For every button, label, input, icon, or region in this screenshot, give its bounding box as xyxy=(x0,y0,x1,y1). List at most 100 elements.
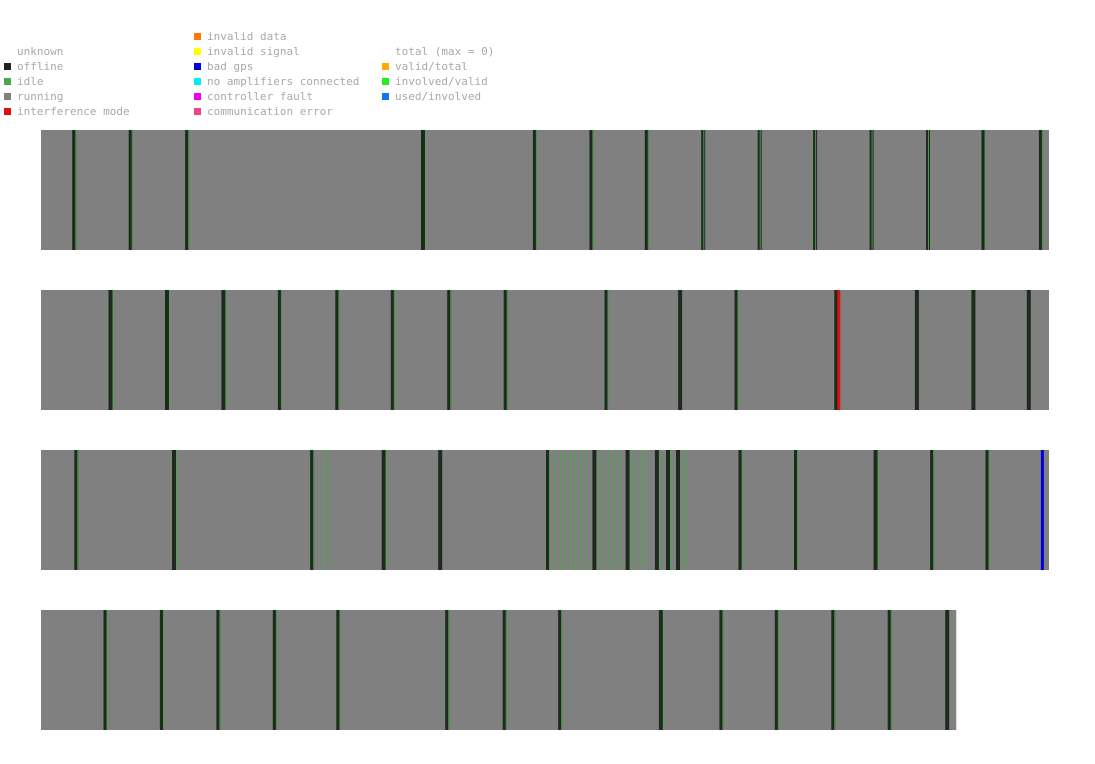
idle-mark xyxy=(645,450,647,570)
offline-mark xyxy=(172,450,176,570)
idle-mark xyxy=(741,450,743,570)
offline-mark xyxy=(502,610,507,730)
legend-item-ratios-1: valid/total xyxy=(382,59,468,74)
idle-mark xyxy=(176,450,178,570)
idle-mark xyxy=(549,450,550,570)
legend-item-faults-1: invalid signal xyxy=(194,44,300,59)
offline-mark xyxy=(185,130,190,250)
offline-mark xyxy=(738,450,743,570)
idle-mark xyxy=(988,450,990,570)
offline-mark xyxy=(335,290,340,410)
legend-swatch xyxy=(194,48,201,55)
idle-mark xyxy=(603,450,605,570)
offline-mark xyxy=(159,610,164,730)
offline-mark xyxy=(310,450,315,570)
offline-mark xyxy=(503,290,508,410)
idle-mark xyxy=(580,450,582,570)
idle-mark xyxy=(586,450,588,570)
legend-label: used/involved xyxy=(395,90,482,103)
strip-background xyxy=(41,610,957,730)
idle-mark xyxy=(188,130,190,250)
idle-mark xyxy=(163,610,164,730)
offline-mark xyxy=(221,290,226,410)
idle-mark xyxy=(225,290,227,410)
idle-mark xyxy=(505,610,507,730)
idle-mark xyxy=(219,610,221,730)
idle-mark xyxy=(777,610,779,730)
idle-mark xyxy=(393,290,395,410)
legend-item-faults-3: no amplifiers connected xyxy=(194,74,359,89)
idle-mark xyxy=(329,450,331,570)
idle-mark xyxy=(75,130,77,250)
idle-mark xyxy=(560,450,562,570)
strip-row-0 xyxy=(41,130,1049,250)
legend-swatch xyxy=(4,93,11,100)
idle-mark xyxy=(890,610,892,730)
legend-item-faults-2: bad gps xyxy=(194,59,253,74)
idle-mark xyxy=(131,130,133,250)
offline-mark xyxy=(381,450,386,570)
idle-mark xyxy=(280,290,282,410)
idle-mark xyxy=(570,450,572,570)
offline-mark xyxy=(447,290,452,410)
idle-mark xyxy=(607,290,609,410)
idle-mark xyxy=(647,130,649,250)
legend-swatch xyxy=(4,78,11,85)
legend-swatch xyxy=(194,78,201,85)
offline-mark xyxy=(592,450,597,570)
idle-mark xyxy=(630,450,632,570)
legend-label: unknown xyxy=(17,45,64,58)
offline-mark xyxy=(774,610,779,730)
idle-mark xyxy=(77,450,79,570)
legend-label: total (max = 0) xyxy=(395,45,495,58)
offline-mark xyxy=(831,610,836,730)
offline-mark xyxy=(277,290,282,410)
offline-mark xyxy=(734,290,739,410)
offline-mark xyxy=(532,130,537,250)
idle-mark xyxy=(106,610,108,730)
idle-mark xyxy=(759,130,761,250)
idle-mark xyxy=(425,130,426,250)
legend-item-ratios-2: involved/valid xyxy=(382,74,488,89)
offline-mark xyxy=(945,610,950,730)
idle-mark xyxy=(555,450,557,570)
offline-mark xyxy=(272,610,277,730)
idle-mark xyxy=(703,130,705,250)
offline-mark xyxy=(625,450,630,570)
idle-mark xyxy=(598,450,600,570)
offline-mark xyxy=(72,130,77,250)
idle-mark xyxy=(561,610,563,730)
legend-label: no amplifiers connected xyxy=(207,75,360,88)
strip-row-2 xyxy=(41,450,1049,570)
offline-mark xyxy=(103,610,108,730)
offline-mark xyxy=(438,450,443,570)
legend-label: idle xyxy=(17,75,44,88)
idle-mark xyxy=(608,450,610,570)
legend-swatch xyxy=(382,78,389,85)
idle-mark xyxy=(592,130,594,250)
idle-mark xyxy=(815,130,817,250)
idle-mark xyxy=(339,610,341,730)
idle-mark xyxy=(565,450,567,570)
idle-mark xyxy=(635,450,637,570)
idle-mark xyxy=(275,610,277,730)
idle-mark xyxy=(169,290,170,410)
idle-mark xyxy=(671,450,672,570)
offline-mark xyxy=(558,610,563,730)
offline-mark xyxy=(794,450,798,570)
offline-mark xyxy=(887,610,892,730)
legend-swatch xyxy=(194,108,201,115)
legend-item-faults-5: communication error xyxy=(194,104,333,119)
offline-mark xyxy=(644,130,649,250)
legend-swatch xyxy=(382,63,389,70)
idle-mark xyxy=(877,450,879,570)
legend-swatch xyxy=(4,108,11,115)
offline-mark xyxy=(1038,130,1043,250)
offline-mark xyxy=(971,290,976,410)
offline-mark xyxy=(216,610,221,730)
legend-swatch xyxy=(194,63,201,70)
offline-mark xyxy=(108,290,113,410)
offline-mark xyxy=(985,450,990,570)
legend-label: bad gps xyxy=(207,60,254,73)
